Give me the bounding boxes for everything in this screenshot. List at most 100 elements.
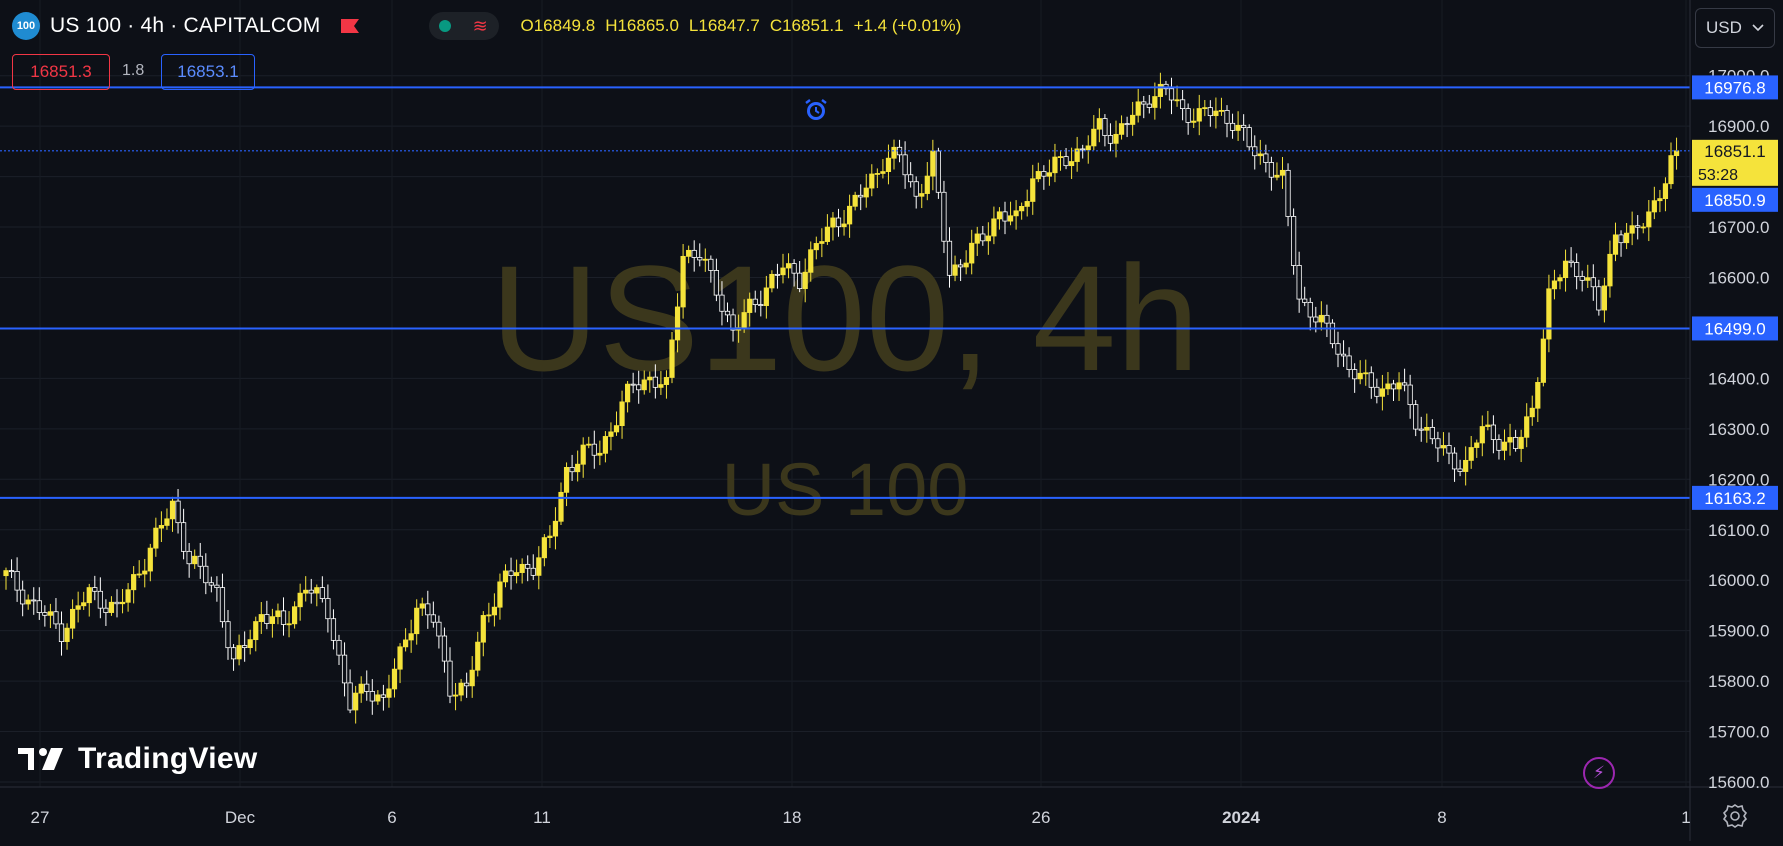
candle [752, 290, 758, 313]
candle [680, 244, 686, 319]
candle [1180, 90, 1186, 121]
candle [1496, 434, 1502, 460]
lightning-icon[interactable]: ⚡ [1583, 757, 1615, 789]
candle [1518, 429, 1524, 463]
flag-icon[interactable] [339, 17, 361, 35]
candle [291, 601, 298, 629]
candle [619, 390, 625, 439]
candle [1657, 189, 1663, 213]
candle [536, 546, 542, 590]
candle [597, 440, 603, 466]
y-tick-label: 16600.0 [1708, 269, 1769, 288]
candle [919, 183, 925, 209]
market-open-icon [439, 20, 452, 32]
tradingview-logo[interactable]: TradingView [18, 742, 257, 776]
candle [325, 584, 331, 633]
tradingview-mark-icon [18, 748, 63, 770]
candle [863, 173, 869, 208]
alarm-icon[interactable] [803, 97, 829, 123]
candle [1141, 95, 1147, 119]
candle [286, 611, 292, 638]
candle [641, 370, 647, 395]
candle [142, 558, 148, 588]
candle [314, 584, 320, 607]
candle [1446, 432, 1452, 465]
time-axis[interactable]: 27 Dec 6 11 18 26 2024 8 1 [31, 808, 1691, 827]
candle [780, 253, 786, 284]
candle [92, 575, 98, 601]
candle [985, 222, 991, 255]
candle [719, 281, 725, 326]
candle [119, 588, 126, 614]
candle [552, 507, 559, 550]
candle [1424, 413, 1430, 443]
horizontal-levels[interactable] [0, 86, 1690, 499]
candle [1418, 416, 1424, 442]
sell-button[interactable]: 16851.3 [12, 54, 110, 90]
candle [81, 591, 87, 610]
symbol-logo[interactable]: 100 [12, 12, 40, 40]
candle [847, 194, 853, 238]
candle [208, 576, 214, 593]
candle [247, 629, 253, 655]
y-tick-label: 16900.0 [1708, 117, 1769, 136]
candle [575, 450, 581, 482]
candle [952, 255, 958, 282]
candle [258, 602, 264, 634]
candle [519, 558, 525, 584]
candle [525, 555, 531, 582]
candle [131, 566, 137, 604]
candle [3, 567, 9, 590]
candle [136, 560, 142, 579]
candle [1429, 419, 1435, 445]
candle [441, 627, 448, 673]
candle [1030, 164, 1036, 215]
candle [452, 683, 459, 711]
candle [1413, 400, 1419, 437]
candle [1607, 240, 1613, 298]
gear-icon[interactable] [1722, 803, 1748, 829]
chevron-down-icon [1752, 24, 1764, 32]
candle [497, 573, 503, 620]
price-axis[interactable]: 15600.0 15700.0 15800.0 15900.0 16000.0 16100… [1708, 67, 1769, 792]
candle [1063, 148, 1069, 170]
candle [1307, 297, 1313, 331]
level-tag-label: 16976.8 [1704, 78, 1765, 97]
candle [674, 293, 681, 353]
candle [47, 603, 54, 629]
candle [1535, 377, 1541, 423]
candle [1485, 410, 1491, 431]
x-tick-label: 2024 [1222, 808, 1260, 827]
candle [1546, 274, 1552, 353]
symbol-title[interactable]: US 100 · 4h · CAPITALCOM [50, 14, 321, 37]
candle [808, 241, 814, 282]
x-tick-label: 1 [1681, 808, 1690, 827]
buy-button[interactable]: 16853.1 [161, 54, 255, 90]
candle [1368, 366, 1374, 399]
candle [125, 583, 131, 612]
candle [186, 542, 192, 578]
candle [1130, 101, 1136, 136]
candle [713, 258, 720, 302]
candle [841, 209, 847, 236]
candle [869, 164, 875, 197]
level-tag [1692, 75, 1778, 100]
candle [1374, 378, 1380, 404]
x-tick-label: 11 [533, 808, 551, 827]
candle [1041, 165, 1047, 190]
symbol-header: 100 US 100 · 4h · CAPITALCOM ≋ O16849.8 … [12, 12, 961, 40]
candle [103, 599, 109, 626]
candle [1024, 189, 1030, 217]
market-status-pill[interactable]: ≋ [428, 12, 499, 40]
candle [508, 557, 514, 590]
currency-select[interactable]: USD [1695, 8, 1775, 48]
candle [8, 559, 15, 578]
candle [774, 263, 781, 289]
candle [253, 616, 259, 652]
candle [1263, 144, 1269, 173]
candle [1224, 105, 1230, 138]
candle [1285, 163, 1291, 227]
candle [280, 597, 287, 636]
